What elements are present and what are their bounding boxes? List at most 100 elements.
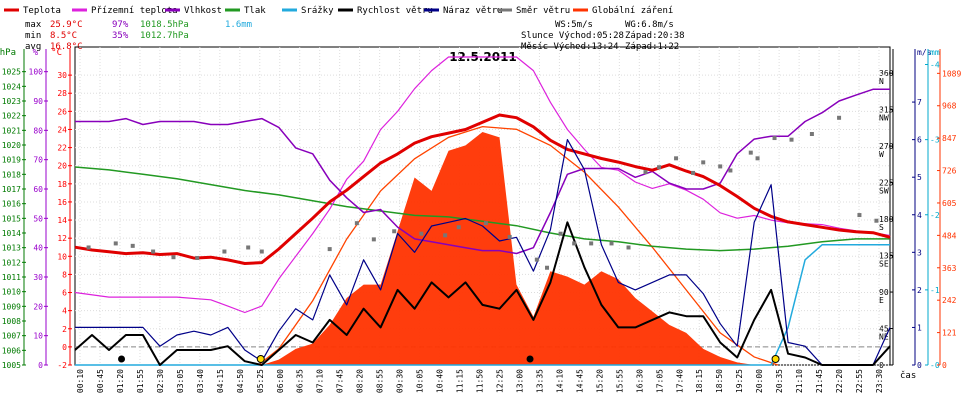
wind-direction-point xyxy=(755,156,760,161)
theoretical-radiation-line xyxy=(257,125,779,366)
stats-block: max 25.9°C 97% 1018.5hPa 1.6mm min 8.5°C… xyxy=(25,20,252,52)
ms-tick-label: 1 xyxy=(917,323,922,332)
x-tick-label: 13:00 xyxy=(515,369,524,393)
wind-direction-point xyxy=(222,249,227,254)
x-tick-label: 02:30 xyxy=(156,369,165,393)
x-tick-label: 04:50 xyxy=(236,369,245,393)
stats-avg-label: avg xyxy=(25,42,41,52)
wind-direction-point xyxy=(718,164,723,169)
mm-tick-label: -0 xyxy=(930,361,940,370)
x-tick-label: 17:05 xyxy=(655,369,664,393)
stats-min-hum: 35% xyxy=(112,31,129,41)
hpa-axis-title: hPa xyxy=(0,48,16,58)
x-tick-label: 20:35 xyxy=(775,369,784,393)
rain-line xyxy=(75,244,890,366)
temp-axis-title: °C xyxy=(51,48,62,58)
mm-tick-label: -1 xyxy=(930,286,940,295)
pct-tick-label: 10 xyxy=(33,332,43,341)
mm-axis-title: mm xyxy=(930,48,940,57)
dir-tick-label: 135 xyxy=(879,252,894,261)
hpa-tick-label: 1012 xyxy=(2,258,21,267)
x-tick-label: 06:35 xyxy=(296,369,305,393)
hpa-tick-label: 1015 xyxy=(2,214,21,223)
dir-tick-sublabel: S xyxy=(879,223,884,232)
legend-label: Rychlost větru xyxy=(357,6,433,16)
plot-area xyxy=(74,56,891,366)
pct-tick-label: 80 xyxy=(33,126,43,135)
wm-tick-label: 605 xyxy=(942,199,957,208)
x-axis-label: čas xyxy=(900,370,916,381)
ground-temp-line xyxy=(74,56,891,314)
x-tick-label: 07:45 xyxy=(336,369,345,393)
wind-direction-point xyxy=(772,136,777,141)
pct-tick-label: 40 xyxy=(33,244,43,253)
right-axes: 045NE90E135SE180S225SW270W315NW360Nm/s01… xyxy=(879,48,961,370)
x-axis: 00:10 00:45 01:20 01:55 02:30 03:05 03:40 04:15… xyxy=(76,369,884,393)
hpa-tick-label: 1016 xyxy=(2,200,21,209)
dir-tick-label: 225 xyxy=(879,179,894,188)
hpa-tick-label: 1010 xyxy=(2,288,21,297)
wind-direction-point xyxy=(609,241,614,246)
wind-direction-point xyxy=(483,221,488,226)
pct-tick-label: 100 xyxy=(29,68,44,77)
x-tick-label: 12:25 xyxy=(495,369,504,393)
stats-min-press: 1012.7hPa xyxy=(140,31,189,41)
wind-direction-point xyxy=(728,168,733,173)
x-tick-label: 11:50 xyxy=(476,369,485,393)
ms-tick-label: 5 xyxy=(917,173,922,182)
hpa-tick-label: 1007 xyxy=(2,332,21,341)
temp-tick-label: 6 xyxy=(62,289,67,298)
x-tick-label: 09:30 xyxy=(396,369,405,393)
wm-tick-label: 484 xyxy=(942,231,957,240)
wind-direction-point xyxy=(837,115,842,120)
x-tick-label: 07:10 xyxy=(316,369,325,393)
pct-tick-label: 60 xyxy=(33,185,43,194)
wm-tick-label: 1089 xyxy=(942,69,961,78)
wind-direction-point xyxy=(691,170,696,175)
hpa-tick-label: 1018 xyxy=(2,170,21,179)
x-tick-label: 08:55 xyxy=(376,369,385,393)
hpa-tick-label: 1023 xyxy=(2,97,21,106)
stats-max-hum: 97% xyxy=(112,20,129,30)
temp-tick-label: 28 xyxy=(57,89,67,98)
x-tick-label: 19:25 xyxy=(735,369,744,393)
info-sunset: Západ:20:38 xyxy=(625,31,685,41)
dir-tick-label: 360 xyxy=(879,69,894,78)
hpa-tick-label: 1014 xyxy=(2,229,21,238)
hpa-tick-label: 1009 xyxy=(2,302,21,311)
mm-tick-label: -3 xyxy=(930,136,940,145)
dir-tick-sublabel: SW xyxy=(879,187,889,196)
x-tick-label: 03:05 xyxy=(176,369,185,393)
x-tick-label: 23:30 xyxy=(875,369,884,393)
dir-tick-label: 270 xyxy=(879,142,894,151)
wind-direction-point xyxy=(113,241,118,246)
x-tick-label: 14:10 xyxy=(555,369,564,393)
legend-label: Směr větru xyxy=(516,6,570,16)
pct-tick-label: 20 xyxy=(33,302,43,311)
wind-direction-point xyxy=(392,229,397,234)
wm-tick-label: 847 xyxy=(942,134,957,143)
wind-direction-point xyxy=(748,150,753,155)
moonrise-marker xyxy=(526,355,534,363)
wind-direction-point xyxy=(789,137,794,142)
wind-direction-point xyxy=(443,233,448,238)
dir-tick-label: 315 xyxy=(879,106,894,115)
wind-direction-point xyxy=(327,247,332,252)
wind-direction-point xyxy=(874,218,879,223)
ms-tick-label: 7 xyxy=(917,98,922,107)
info-sunrise: Slunce Východ:05:28 xyxy=(521,31,624,41)
ms-tick-label: 3 xyxy=(917,248,922,257)
ms-tick-label: 6 xyxy=(917,136,922,145)
wind-direction-point xyxy=(86,245,91,250)
ms-tick-label: 0 xyxy=(917,361,922,370)
legend-label: Náraz větru xyxy=(443,6,503,16)
x-tick-label: 15:55 xyxy=(615,369,624,393)
x-tick-label: 00:45 xyxy=(96,369,105,393)
stats-min-label: min xyxy=(25,31,41,41)
temp-tick-label: 18 xyxy=(57,180,67,189)
hpa-tick-label: 1008 xyxy=(2,317,21,326)
hpa-tick-label: 1025 xyxy=(2,68,21,77)
wind-direction-point xyxy=(572,241,577,246)
wind-direction-point xyxy=(534,257,539,262)
pct-tick-label: 50 xyxy=(33,214,43,223)
